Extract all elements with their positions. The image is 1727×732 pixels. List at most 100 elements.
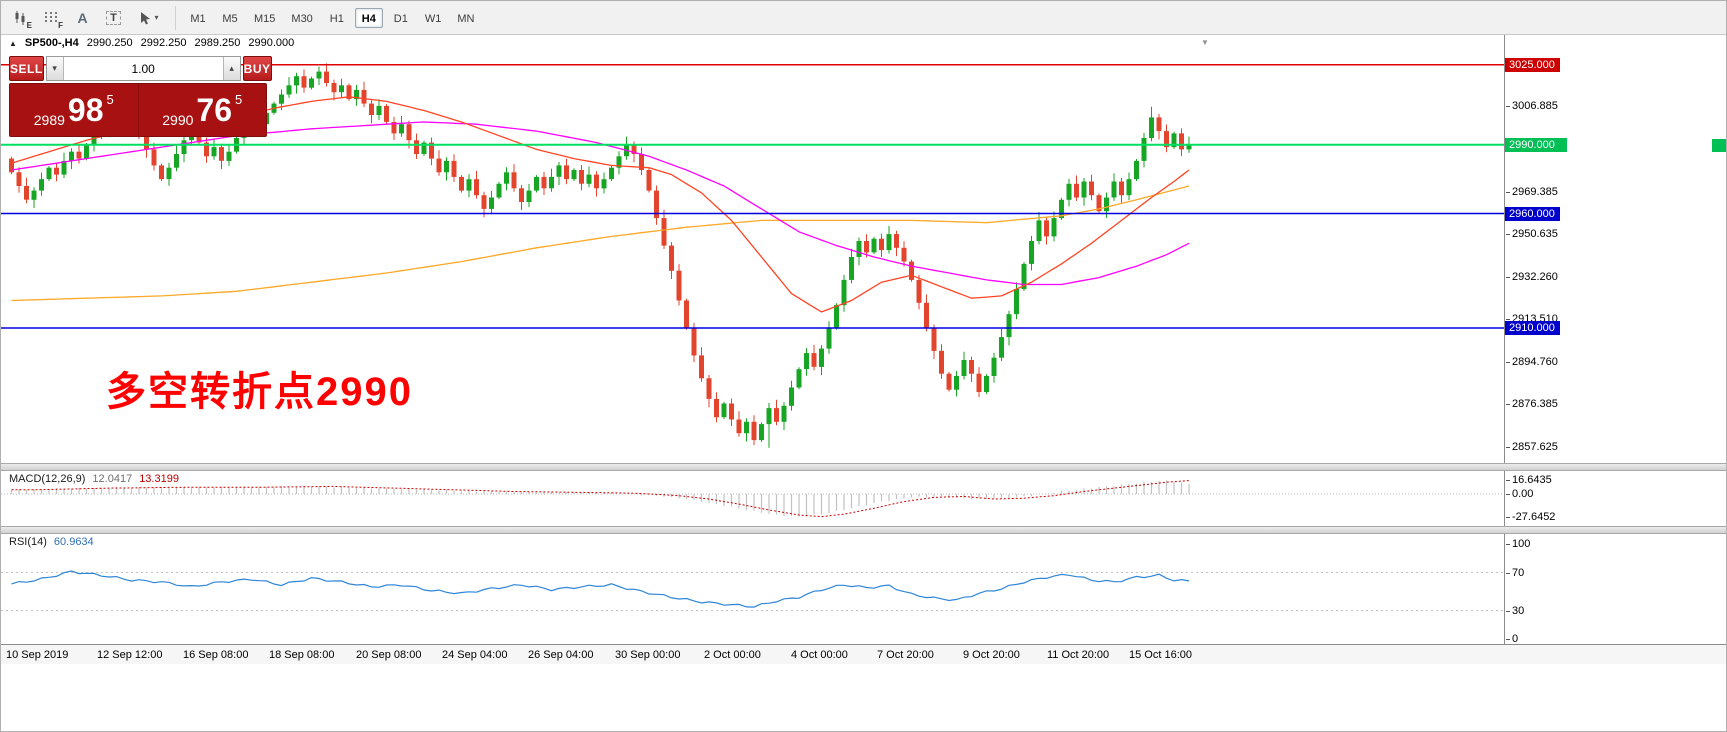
candle-body	[699, 355, 704, 379]
collapse-chart-icon[interactable]: ▲	[9, 38, 17, 48]
timeframe-mn[interactable]: MN	[457, 12, 475, 25]
panel-splitter[interactable]	[1, 463, 1726, 471]
candle-body	[811, 353, 817, 367]
price-axis[interactable]: 3006.885 2969.385 2950.635 2932.260 2913.510…	[1505, 51, 1726, 463]
candle-body	[1074, 183, 1079, 198]
time-axis-label: 9 Oct 20:00	[963, 649, 1020, 661]
candle-body	[1126, 179, 1132, 196]
chart-shift-marker[interactable]: ▼	[1201, 38, 1209, 47]
font-a-glyph: A	[77, 9, 88, 26]
volume-input[interactable]	[63, 57, 223, 80]
candle-body	[871, 238, 877, 253]
candle-body	[54, 167, 59, 175]
volume-decrease-button[interactable]: ▾	[46, 57, 64, 80]
candle-body	[909, 261, 914, 280]
candle-body	[924, 302, 929, 328]
candle-body	[69, 151, 74, 161]
volume-increase-button[interactable]: ▴	[222, 57, 240, 80]
buy-button[interactable]: BUY	[242, 56, 272, 81]
timeframe-m15[interactable]: M15	[254, 12, 276, 25]
ma-slow-magenta	[11, 121, 1190, 286]
timeframe-m5[interactable]: M5	[222, 12, 238, 25]
macd-subwindow[interactable]: MACD(12,26,9) 12.0417 13.3199	[1, 471, 1504, 526]
price-tag-2960.000: 2960.000	[1505, 206, 1560, 221]
candle-body	[766, 408, 772, 425]
candle-body	[346, 85, 352, 99]
candle-body	[1134, 160, 1139, 180]
candle-body	[391, 122, 397, 134]
macd-main-value: 12.0417	[92, 473, 133, 485]
symbol-timeframe-label: SP500-,H4	[24, 37, 79, 49]
timeframe-h4[interactable]: H4	[354, 7, 383, 28]
candle-body	[226, 151, 232, 161]
grid-icon[interactable]: F	[38, 5, 65, 30]
candle-body	[714, 398, 719, 418]
candle-body	[16, 172, 22, 186]
panel-splitter[interactable]	[1, 526, 1726, 534]
time-axis-label: 10 Sep 2019	[6, 649, 69, 661]
candle-body	[609, 167, 614, 180]
candle-body	[406, 124, 412, 141]
candle-body	[466, 179, 472, 191]
candle-body	[1021, 263, 1027, 290]
rsi-subwindow[interactable]: RSI(14) 60.9634	[1, 534, 1504, 644]
candle-body	[991, 357, 997, 376]
timeframe-h1[interactable]: H1	[329, 12, 344, 25]
candle-body	[571, 170, 577, 180]
candle-body	[789, 387, 794, 406]
price-tag-3025.000: 3025.000	[1505, 57, 1560, 72]
main-chart[interactable]: SELL ▾ ▴ BUY 2989 98 5 2990 76 5	[1, 51, 1504, 463]
candle-body	[1149, 117, 1154, 138]
time-axis[interactable]: 10 Sep 2019 12 Sep 12:00 16 Sep 08:00 18 Se…	[1, 644, 1726, 664]
textbox-t-glyph: T	[106, 10, 121, 25]
candle-body	[526, 190, 532, 202]
candlestick-chart-icon[interactable]: E	[7, 5, 34, 30]
buy-price-small: 2990	[162, 112, 194, 128]
sell-button[interactable]: SELL	[9, 56, 44, 81]
candle-body	[481, 195, 487, 209]
timeframe-m30[interactable]: M30	[291, 12, 313, 25]
candle-body	[841, 279, 847, 306]
text-font-icon[interactable]: A	[69, 5, 96, 30]
candle-body	[736, 419, 742, 434]
trade-panel-controls: SELL ▾ ▴ BUY	[9, 56, 272, 81]
candle-body	[489, 197, 494, 209]
timeframe-w1[interactable]: W1	[424, 12, 442, 25]
rsi-chart-svg	[1, 570, 1504, 611]
candle-body	[519, 188, 524, 202]
candle-body	[601, 179, 607, 189]
candle-body	[999, 337, 1004, 358]
quote-open: 2990.250	[86, 37, 133, 49]
candle-body	[84, 144, 89, 159]
candle-body	[24, 186, 29, 200]
candle-body	[834, 305, 839, 328]
macd-axis-label: 16.6435	[1506, 474, 1552, 487]
sell-price[interactable]: 2989 98 5	[10, 84, 139, 136]
buy-price[interactable]: 2990 76 5	[139, 84, 267, 136]
candle-body	[939, 350, 944, 374]
candle-body	[504, 172, 509, 184]
candle-body	[1059, 199, 1064, 219]
rsi-axis-label: 30	[1505, 604, 1525, 617]
price-axis-label: 2969.385	[1506, 185, 1558, 198]
candle-body	[339, 85, 344, 93]
toolbar: E F A T ▾ M	[1, 1, 1726, 35]
timeframe-m1[interactable]: M1	[190, 12, 206, 25]
candle-body	[729, 403, 734, 420]
candle-body	[1156, 117, 1162, 132]
time-axis-label: 18 Sep 08:00	[269, 649, 335, 661]
quote-high: 2992.250	[140, 37, 187, 49]
text-label-icon[interactable]: T	[100, 5, 127, 30]
candle-body	[31, 190, 37, 200]
time-axis-label: 11 Oct 20:00	[1047, 649, 1110, 661]
candle-body	[826, 328, 832, 349]
candle-body	[916, 279, 922, 303]
crosshair-tools-icon[interactable]: ▾	[131, 5, 167, 30]
chart-text-annotation[interactable]: 多空转折点2990	[106, 370, 413, 414]
time-axis-label: 20 Sep 08:00	[356, 649, 422, 661]
candle-body	[421, 142, 427, 154]
price-axis-border	[1504, 35, 1505, 644]
timeframe-d1[interactable]: D1	[393, 12, 408, 25]
candle-body	[414, 140, 419, 154]
candle-body	[496, 183, 502, 198]
